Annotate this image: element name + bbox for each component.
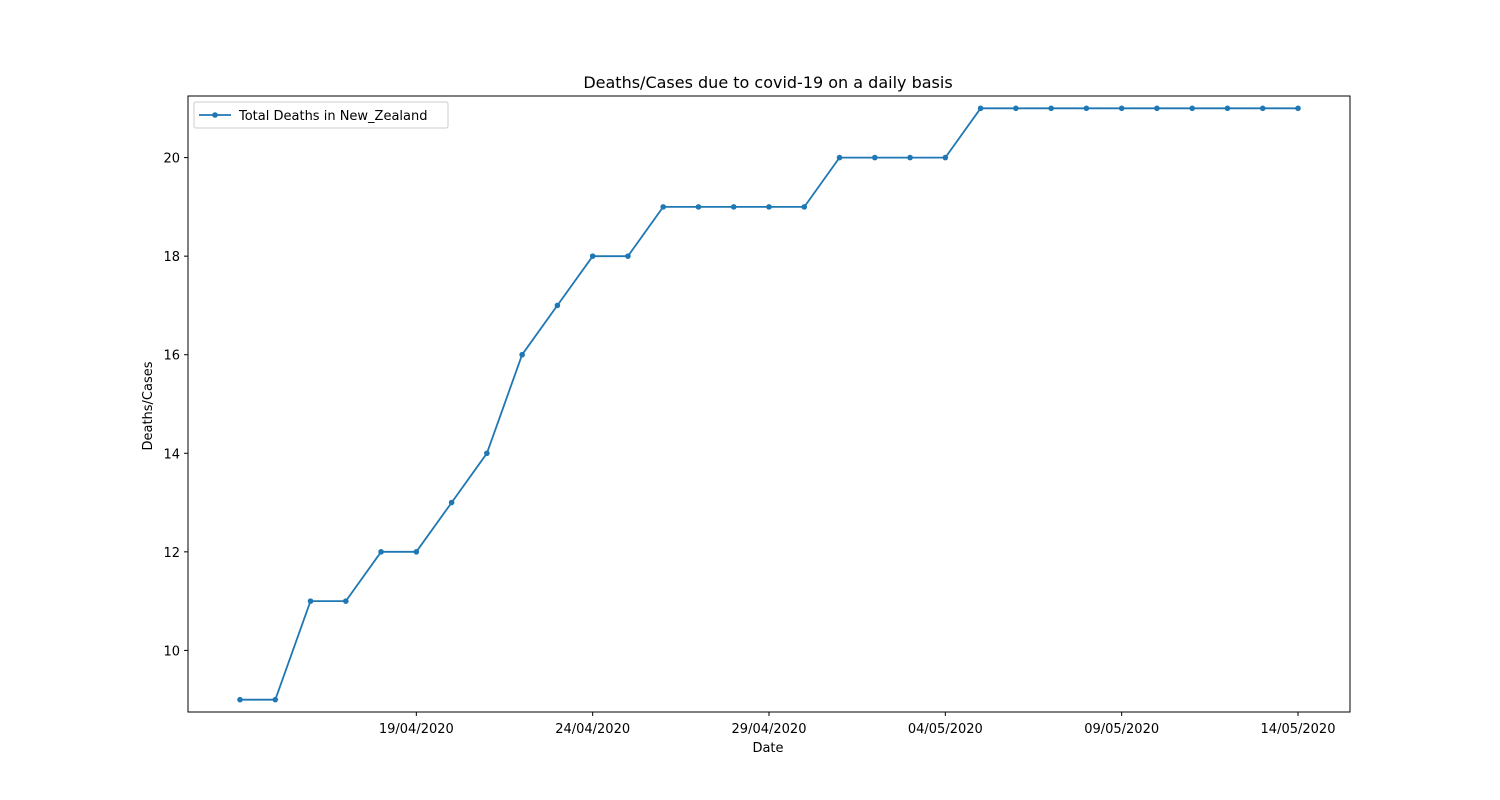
data-point xyxy=(660,204,666,210)
y-tick-label: 12 xyxy=(163,546,180,561)
data-point xyxy=(907,154,913,161)
data-point xyxy=(343,598,349,604)
legend-box xyxy=(193,101,449,129)
x-tick-label: 14/05/2020 xyxy=(1261,722,1336,737)
x-tick-label: 19/04/2020 xyxy=(379,722,454,737)
data-point xyxy=(589,253,596,259)
series-line xyxy=(240,107,1298,701)
y-tick-label: 18 xyxy=(163,250,180,265)
data-point xyxy=(625,253,631,259)
data-point xyxy=(1224,105,1231,112)
y-tick-label: 20 xyxy=(163,152,180,167)
data-point xyxy=(1154,105,1160,112)
x-tick-label: 24/04/2020 xyxy=(555,722,630,737)
data-point xyxy=(1083,105,1090,112)
data-point xyxy=(801,204,808,210)
data-point xyxy=(730,204,737,210)
y-axis: 10 12 14 16 18 20 xyxy=(163,152,188,659)
data-point xyxy=(977,105,984,112)
data-point xyxy=(1118,105,1125,112)
data-point xyxy=(1259,105,1266,112)
data-point xyxy=(519,351,525,358)
y-tick-label: 14 xyxy=(163,447,180,462)
plot-area xyxy=(187,95,1351,713)
data-point xyxy=(307,598,314,604)
data-point xyxy=(1048,105,1054,112)
chart-title: Deaths/Cases due to covid-19 on a daily … xyxy=(583,73,952,92)
y-tick-label: 16 xyxy=(163,349,180,364)
x-tick-label: 04/05/2020 xyxy=(908,722,983,737)
data-point xyxy=(272,696,279,703)
series-layer xyxy=(237,105,1301,703)
legend-marker xyxy=(212,112,218,118)
legend: Total Deaths in New_Zealand xyxy=(193,101,449,129)
data-point xyxy=(695,204,702,210)
legend-label: Total Deaths in New_Zealand xyxy=(238,109,428,124)
data-point xyxy=(484,450,490,457)
y-axis-label: Deaths/Cases xyxy=(141,361,156,450)
data-point xyxy=(766,204,772,210)
data-point xyxy=(237,696,243,703)
data-point xyxy=(378,549,384,555)
data-point xyxy=(1013,105,1019,112)
data-point xyxy=(413,549,420,555)
data-point xyxy=(942,154,949,161)
x-tick-label: 09/05/2020 xyxy=(1084,722,1159,737)
x-axis-label: Date xyxy=(752,741,783,756)
data-point xyxy=(554,302,561,309)
data-point xyxy=(872,154,878,161)
data-point xyxy=(448,499,455,506)
x-tick-label: 29/04/2020 xyxy=(732,722,807,737)
y-tick-label: 10 xyxy=(163,644,180,659)
data-point xyxy=(1295,105,1301,112)
data-point xyxy=(836,154,843,161)
data-point xyxy=(1189,105,1195,112)
x-axis: 19/04/2020 24/04/2020 29/04/2020 04/05/2020… xyxy=(379,712,1336,737)
